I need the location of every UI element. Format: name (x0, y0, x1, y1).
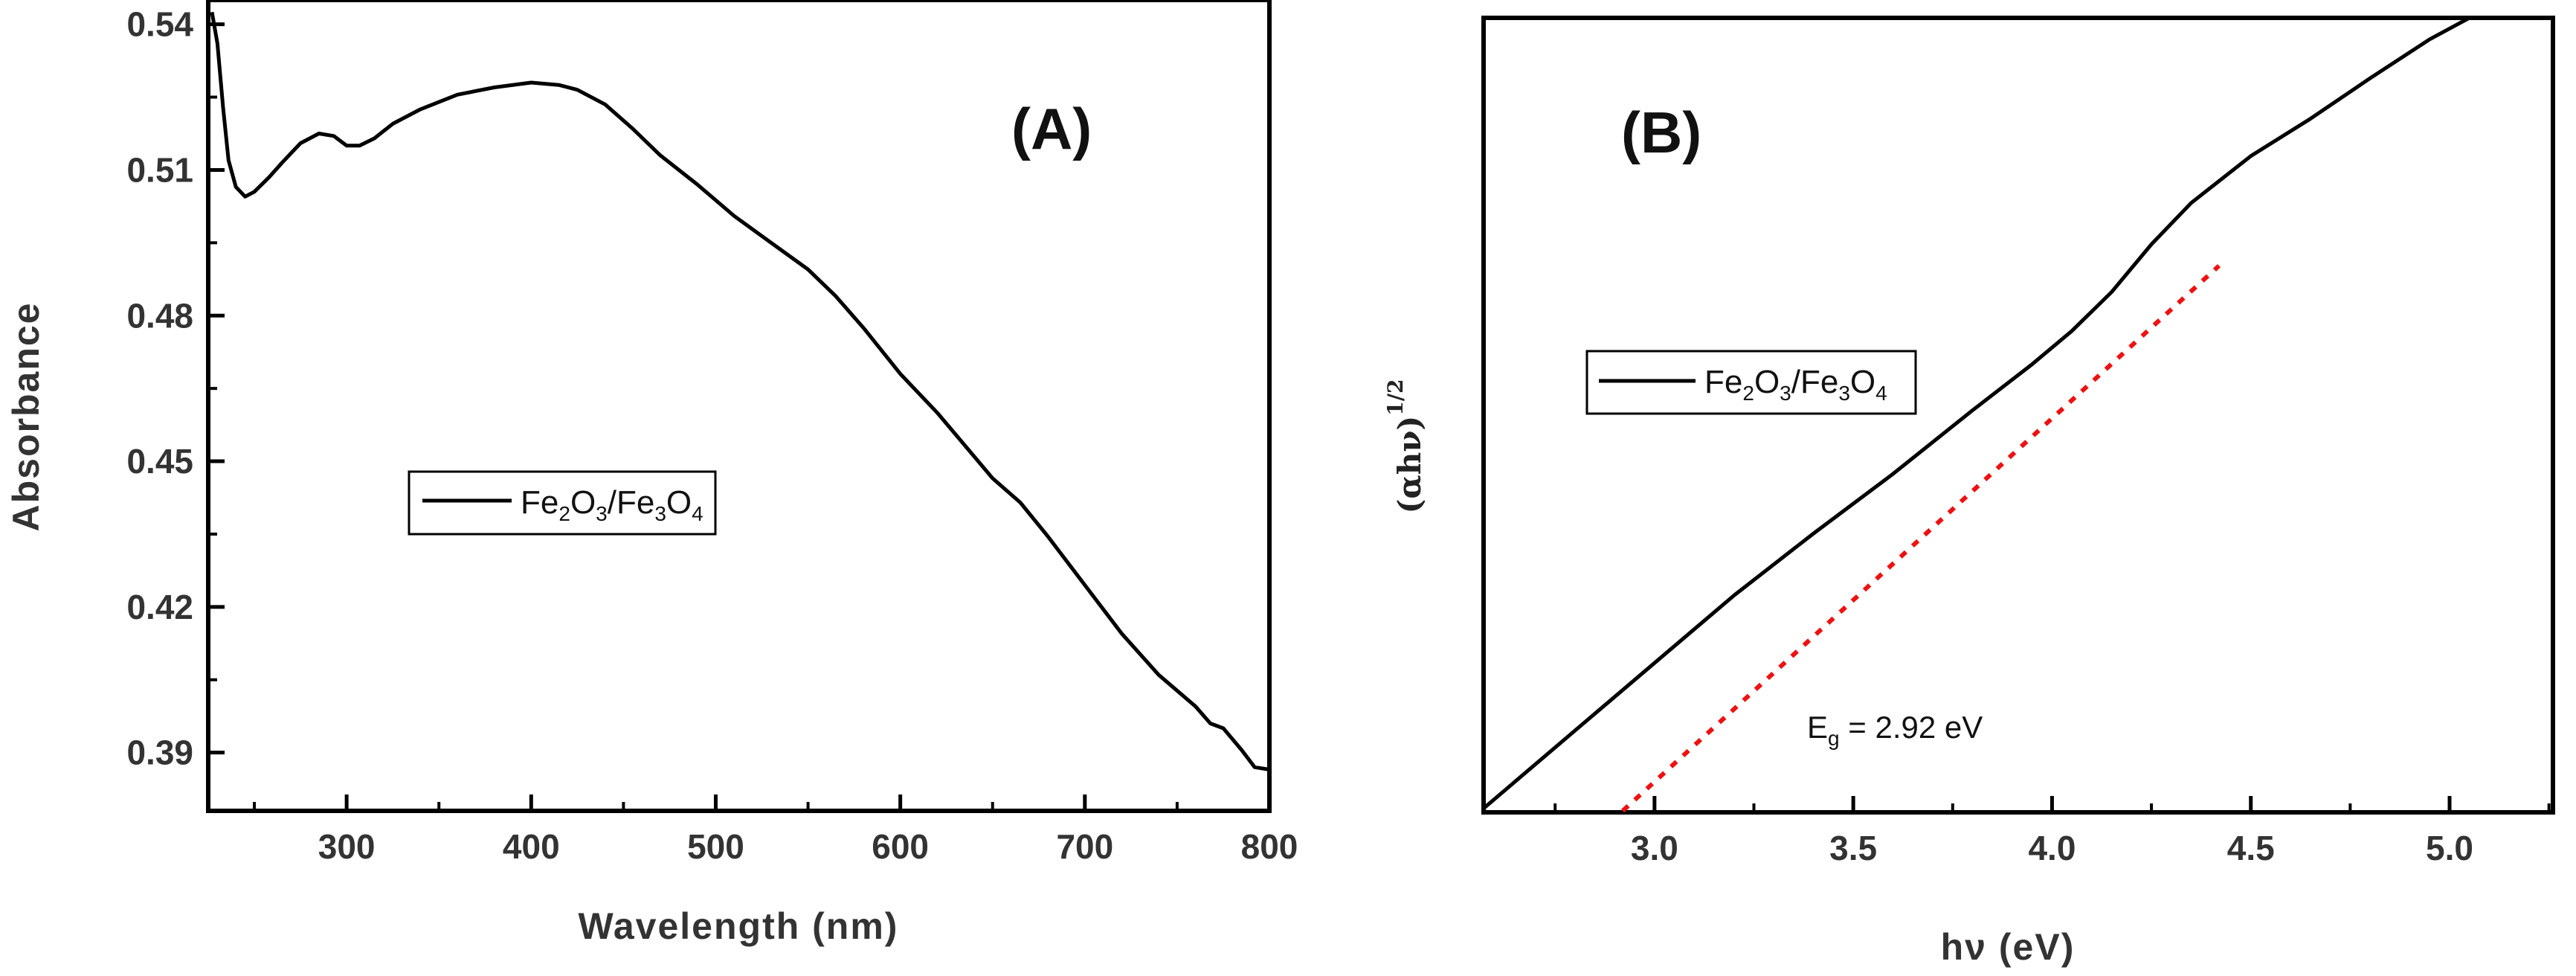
annot-e: E (1807, 710, 1828, 745)
panel-b-tangent-fit-line (1621, 263, 2221, 813)
panel-a: 0.39 0.42 0.45 0.48 0.51 0.54 300 400 500 600 700… (5, 0, 1298, 947)
panel-b-legend-label: Fe2O3/Fe3O4 (1704, 364, 1887, 405)
panel-b-ylabel-main: (αhν) (1391, 416, 1428, 514)
panel-a-x-tick-label: 700 (1056, 827, 1113, 866)
panel-a-y-tick-label: 0.51 (126, 150, 193, 189)
svg-text:(αhν)1/2: (αhν)1/2 (1383, 379, 1428, 514)
panel-b-bandgap-annotation: Eg = 2.92 eV (1807, 710, 1983, 750)
legend-sub-4: 4 (692, 502, 703, 525)
panel-a-y-tick-label: 0.42 (126, 588, 193, 626)
panel-a-y-tick-label: 0.39 (126, 733, 193, 772)
panel-a-y-tick-label: 0.54 (126, 5, 193, 44)
panel-a-x-tick-label: 400 (503, 827, 560, 866)
legend-b-fe-1: Fe (1704, 364, 1742, 400)
panel-a-x-ticks: 300 400 500 600 700 800 (253, 794, 1298, 866)
panel-a-legend-box (408, 470, 717, 536)
legend-b-sub-2: 3 (1780, 382, 1791, 405)
panel-b-x-tick-label: 4.5 (2227, 829, 2275, 867)
panel-a-x-tick-label: 300 (318, 827, 376, 866)
legend-b-o-1: O (1754, 364, 1780, 400)
panel-b-x-tick-label: 3.0 (1631, 829, 1678, 867)
panel-a-x-tick-label: 600 (872, 827, 929, 866)
legend-o-1: O (570, 484, 596, 521)
panel-a-legend-label: Fe2O3/Fe3O4 (521, 484, 703, 525)
legend-sub-1: 2 (558, 502, 570, 525)
panel-b-label: (B) (1621, 100, 1701, 165)
annot-sub-g: g (1828, 727, 1840, 750)
panel-b-ylabel-sup: 1/2 (1383, 379, 1408, 416)
panel-a-x-tick-label: 500 (687, 827, 744, 866)
legend-b-fe-2: /Fe (1791, 364, 1839, 400)
annot-value: = 2.92 eV (1840, 710, 1983, 745)
panel-b-legend: Fe2O3/Fe3O4 (1585, 350, 1917, 415)
panel-a-y-ticks: 0.39 0.42 0.45 0.48 0.51 0.54 (126, 5, 225, 772)
legend-sub-2: 3 (596, 502, 608, 525)
panel-b-plot-frame (1481, 16, 2555, 815)
panel-b-y-axis-title: (αhν)1/2 (1383, 379, 1428, 514)
legend-b-sub-4: 4 (1875, 382, 1887, 405)
panel-a-y-tick-label: 0.45 (126, 442, 193, 481)
panel-a-plot-frame (206, 0, 1272, 813)
legend-b-o-2: O (1850, 364, 1875, 400)
legend-o-2: O (666, 484, 692, 521)
legend-b-sub-3: 3 (1838, 382, 1850, 405)
panel-a-y-tick-label: 0.48 (126, 296, 193, 335)
panel-b: 3.0 3.5 4.0 4.5 5.0 (B) hν (eV) (αhν)1/2 Fe2… (1383, 16, 2555, 968)
panel-b-x-tick-label: 5.0 (2426, 829, 2473, 867)
panel-b-x-axis-title: hν (eV) (1941, 926, 2076, 968)
legend-fe-2: /Fe (608, 484, 655, 521)
panel-a-y-axis-title: Absorbance (5, 302, 47, 532)
legend-sub-3: 3 (654, 502, 666, 525)
panel-b-series-line (1482, 16, 2534, 810)
legend-b-sub-1: 2 (1742, 382, 1754, 405)
panel-b-x-tick-label: 4.0 (2028, 829, 2076, 867)
panel-a-series-line (210, 11, 1270, 771)
panel-b-x-ticks: 3.0 3.5 4.0 4.5 5.0 (1553, 796, 2551, 867)
panel-a-legend: Fe2O3/Fe3O4 (408, 470, 717, 536)
legend-fe-1: Fe (521, 484, 558, 521)
panel-a-x-axis-title: Wavelength (nm) (579, 905, 899, 947)
panel-a-x-tick-label: 800 (1241, 827, 1298, 866)
panel-a-label: (A) (1011, 96, 1092, 161)
panel-b-x-tick-label: 3.5 (1829, 829, 1877, 867)
